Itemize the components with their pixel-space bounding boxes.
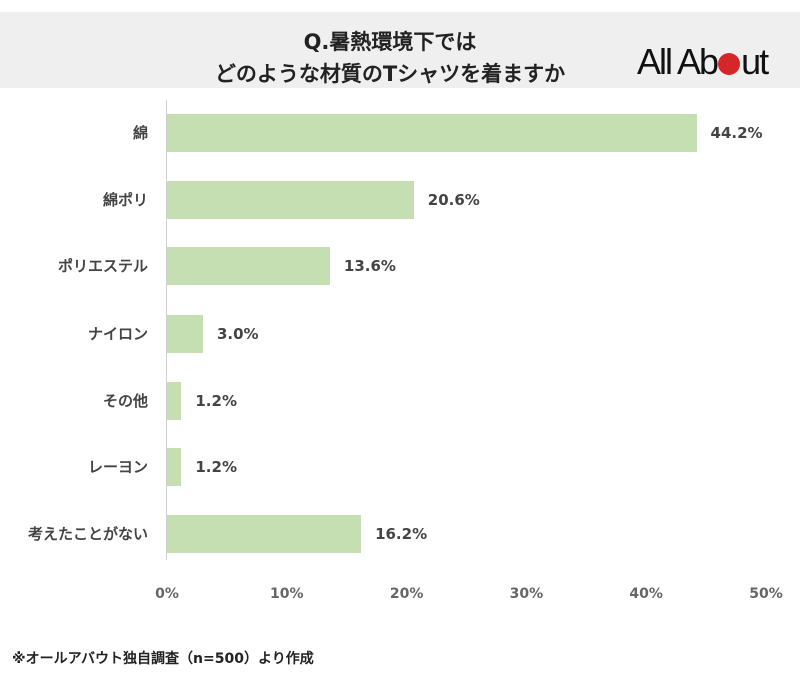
category-label: ポリエステル <box>57 257 148 275</box>
value-label: 1.2% <box>195 458 237 476</box>
chart-title: Q.暑熱環境下では どのような材質のTシャツを着ますか <box>150 26 630 90</box>
x-tick-label: 30% <box>509 586 544 602</box>
x-tick-label: 40% <box>629 586 663 602</box>
value-label: 13.6% <box>343 257 396 275</box>
bar-row: レーヨン 1.2% <box>0 448 800 486</box>
category-label: 綿 <box>132 124 148 142</box>
value-label: 20.6% <box>427 191 480 209</box>
category-label: レーヨン <box>87 458 148 476</box>
value-label: 16.2% <box>375 525 428 543</box>
y-axis-line <box>166 100 167 560</box>
category-label: その他 <box>102 392 148 410</box>
value-label: 1.2% <box>195 392 237 410</box>
logo-text-start: All Ab <box>637 41 719 82</box>
value-label: 3.0% <box>216 325 259 343</box>
bar <box>167 315 203 353</box>
bar <box>167 515 362 553</box>
logo-text-end: ut <box>741 41 769 82</box>
chart-header: Q.暑熱環境下では どのような材質のTシャツを着ますか All Ab ut <box>0 12 800 88</box>
bar <box>167 247 330 285</box>
bar-row: その他 1.2% <box>0 382 800 420</box>
logo-red-dot-icon <box>718 53 741 75</box>
x-tick-label: 10% <box>270 586 304 602</box>
title-line-1: Q.暑熱環境下では <box>303 30 477 54</box>
category-label: 綿ポリ <box>102 191 148 209</box>
bar <box>167 382 182 420</box>
value-label: 44.2% <box>710 124 763 142</box>
bar-row: ポリエステル 13.6% <box>0 247 800 285</box>
title-line-2: どのような材質のTシャツを着ますか <box>214 62 566 86</box>
x-tick-label: 50% <box>749 586 783 602</box>
footnote: ※オールアバウト独自調査（n=500）より作成 <box>12 651 314 667</box>
x-tick-label: 20% <box>389 586 424 602</box>
bar <box>167 181 414 219</box>
x-tick-label: 0% <box>155 586 179 602</box>
category-label: ナイロン <box>87 325 148 343</box>
bar-row: 綿 44.2% <box>0 114 800 152</box>
bar <box>167 114 697 152</box>
category-label: 考えたことがない <box>27 525 148 543</box>
bar-row: ナイロン 3.0% <box>0 315 800 353</box>
bar-row: 綿ポリ 20.6% <box>0 181 800 219</box>
allabout-logo: All Ab ut <box>637 41 769 82</box>
bar-row: 考えたことがない 16.2% <box>0 515 800 553</box>
bar <box>167 448 182 486</box>
